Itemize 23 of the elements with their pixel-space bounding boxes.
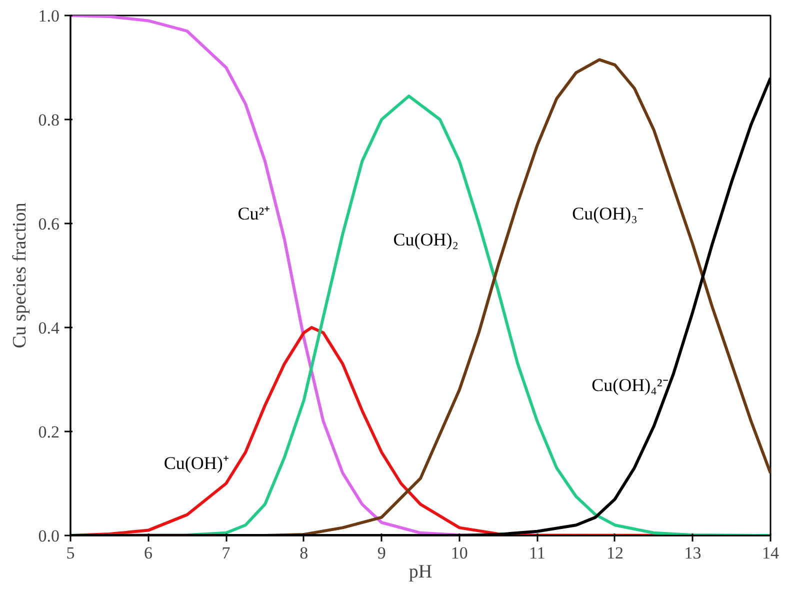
x-tick-label: 12 — [606, 544, 624, 562]
series-label: Cu(OH)₂ — [393, 230, 459, 250]
y-axis-title: Cu species fraction — [9, 202, 30, 348]
x-tick-label: 5 — [66, 544, 75, 562]
x-tick-label: 7 — [222, 544, 231, 562]
x-tick-label: 8 — [300, 544, 308, 562]
x-tick-label: 14 — [762, 544, 780, 562]
y-tick-label: 1.0 — [38, 6, 60, 26]
x-tick-label: 13 — [684, 544, 702, 562]
x-tick-label: 11 — [528, 544, 546, 562]
x-tick-label: 10 — [450, 544, 468, 562]
series-label: Cu²⁺ — [238, 204, 270, 224]
y-tick-label: 0.0 — [38, 526, 60, 546]
x-tick-label: 9 — [377, 544, 386, 562]
series-label: Cu(OH)⁺ — [164, 453, 229, 474]
y-tick-label: 0.2 — [38, 422, 60, 442]
y-tick-label: 0.8 — [38, 110, 60, 130]
series-label: Cu(OH)₃⁻ — [572, 204, 644, 224]
y-tick-label: 0.6 — [38, 214, 60, 234]
x-tick-label: 6 — [144, 544, 153, 562]
x-axis-title: pH — [408, 562, 432, 582]
y-tick-label: 0.4 — [38, 318, 60, 338]
series-label: Cu(OH)₄²⁻ — [592, 375, 668, 396]
